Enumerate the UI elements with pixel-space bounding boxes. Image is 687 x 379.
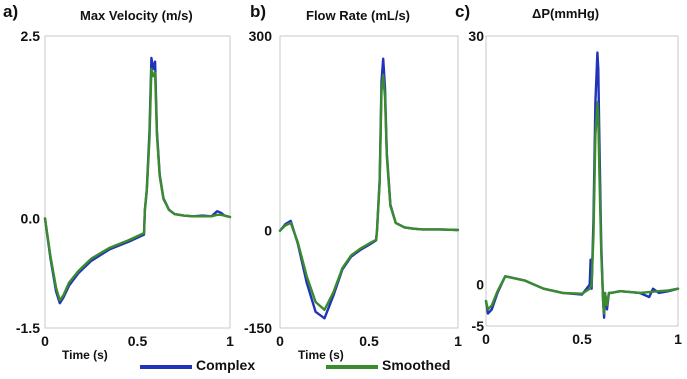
chart-title: Max Velocity (m/s): [80, 8, 193, 23]
panel-letter: c): [455, 2, 470, 21]
x-tick-label: 0: [276, 333, 284, 349]
legend-item-complex: Complex: [140, 357, 255, 373]
x-axis-label: Time (s): [62, 348, 108, 362]
x-tick-label: 0: [482, 331, 490, 347]
chart-panel-1: a) Max Velocity (m/s) 2.5 0.0 -1.50 0.5 1 Time …: [3, 2, 234, 362]
y-tick-label: 2.5: [21, 28, 41, 44]
legend-label-smoothed: Smoothed: [382, 357, 450, 373]
chart-panel-3: c) ΔP(mmHg)300-50 0.5 1: [455, 2, 682, 347]
x-tick-label: 0.5: [359, 333, 379, 349]
x-tick-label: 1: [454, 333, 462, 349]
x-axis-label: Time (s): [298, 348, 344, 362]
x-tick-label: 1: [226, 333, 234, 349]
y-tick-label: -1.5: [16, 320, 40, 336]
x-tick-label: 1: [674, 331, 682, 347]
panel-letter: a): [3, 2, 18, 21]
y-tick-label: 0: [264, 223, 272, 239]
plot-frame: [485, 35, 679, 327]
chart-title: ΔP(mmHg): [532, 6, 599, 21]
y-tick-label: 300: [249, 28, 273, 44]
y-tick-label: 0.0: [21, 211, 41, 227]
panel-letter: b): [250, 2, 266, 21]
plot-frame: [44, 35, 231, 329]
y-tick-label: 0: [476, 277, 484, 293]
x-tick-label: 0.5: [128, 333, 148, 349]
panels: a) Max Velocity (m/s)2.50.0-1.50 0.5 1Time …: [3, 2, 682, 362]
x-tick-label: 0: [41, 333, 49, 349]
x-tick-label: 0.5: [572, 331, 592, 347]
legend-item-smoothed: Smoothed: [326, 357, 450, 373]
series-line-smoothed: [484, 101, 680, 315]
legend-label-complex: Complex: [196, 357, 255, 373]
y-tick-label: -5: [472, 318, 485, 334]
series-line-complex: [43, 56, 232, 305]
legend: Complex Smoothed: [140, 357, 450, 373]
series-line-smoothed: [43, 67, 232, 302]
y-tick-label: 30: [468, 28, 484, 44]
y-tick-label: -150: [244, 320, 272, 336]
plot-frame: [279, 35, 459, 329]
series-line-smoothed: [278, 73, 460, 311]
chart-title: Flow Rate (mL/s): [306, 8, 410, 23]
